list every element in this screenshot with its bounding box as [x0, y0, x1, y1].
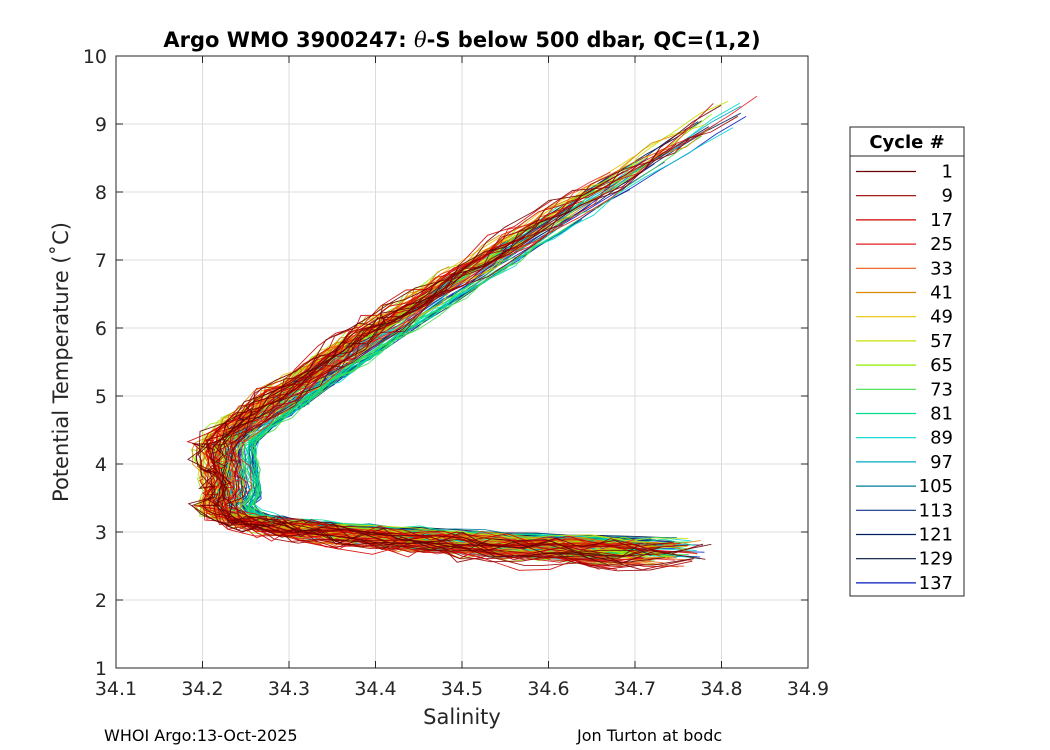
y-tick-label: 9 [95, 114, 107, 136]
legend-label: 25 [930, 234, 953, 255]
profile-line [212, 236, 693, 572]
legend-label: 1 [942, 162, 953, 183]
legend-label: 113 [919, 500, 953, 521]
y-tick-label: 3 [95, 522, 107, 544]
legend-label: 137 [919, 573, 953, 594]
x-tick-label: 34.6 [527, 678, 569, 700]
x-tick-label: 34.8 [700, 678, 742, 700]
profile-line [228, 115, 739, 555]
legend-label: 73 [930, 379, 953, 400]
y-tick-label: 7 [95, 250, 107, 272]
legend-label: 89 [930, 428, 953, 449]
profile-line [227, 224, 646, 570]
theta-symbol: θ [414, 28, 427, 52]
y-tick-label: 10 [83, 46, 107, 68]
x-tick-label: 34.4 [354, 678, 396, 700]
legend-label: 57 [930, 331, 953, 352]
legend-label: 121 [919, 525, 953, 546]
y-axis-label: Potential Temperature (˚C) [49, 222, 73, 502]
y-tick-label: 5 [95, 386, 107, 408]
legend-label: 65 [930, 355, 953, 376]
legend-label: 97 [930, 452, 953, 473]
title-prefix: Argo WMO 3900247: [163, 28, 414, 52]
y-tick-label: 4 [95, 454, 107, 476]
x-tick-label: 34.3 [268, 678, 310, 700]
profile-line [219, 171, 652, 556]
y-tick-label: 1 [95, 658, 107, 680]
profile-line [192, 405, 661, 559]
legend: Cycle # 1 9 17 25 33 41 49 57 65 73 81 89 97 105 113 12… [849, 126, 965, 597]
x-axis-label: Salinity [423, 705, 501, 729]
legend-entries: 1 9 17 25 33 41 49 57 65 73 81 89 97 105 113 121 129 137 [856, 162, 953, 594]
profile-lines [186, 95, 758, 572]
profile-line [186, 302, 600, 571]
legend-label: 9 [942, 186, 953, 207]
x-tick-label: 34.7 [614, 678, 656, 700]
x-tick-label: 34.1 [95, 678, 137, 700]
x-tick-label: 34.9 [787, 678, 829, 700]
legend-label: 17 [930, 210, 953, 231]
legend-label: 105 [919, 476, 953, 497]
y-tick-labels: 1 2 3 4 5 6 7 8 9 10 [83, 46, 107, 680]
footer-right: Jon Turton at bodc [577, 726, 723, 745]
profile-line [191, 271, 693, 566]
y-tick-label: 8 [95, 182, 107, 204]
legend-label: 81 [930, 404, 953, 425]
legend-label: 41 [930, 283, 953, 304]
profile-line [209, 223, 676, 561]
profile-line [220, 217, 640, 557]
chart-title: Argo WMO 3900247: θ-S below 500 dbar, QC… [163, 28, 760, 52]
title-suffix: -S below 500 dbar, QC=(1,2) [427, 28, 761, 52]
legend-label: 49 [930, 307, 953, 328]
x-tick-label: 34.2 [181, 678, 223, 700]
x-tick-label: 34.5 [441, 678, 483, 700]
legend-label: 33 [930, 258, 953, 279]
legend-title: Cycle # [869, 132, 944, 153]
legend-label: 129 [919, 549, 953, 570]
profile-line [221, 104, 722, 554]
profile-line [213, 143, 677, 566]
x-tick-labels: 34.1 34.2 34.3 34.4 34.5 34.6 34.7 34.8 34.9 [95, 678, 829, 700]
y-tick-label: 2 [95, 590, 107, 612]
legend-box [849, 126, 965, 597]
axis-ticks [115, 55, 809, 669]
profile-line [187, 194, 712, 557]
profile-line [230, 95, 758, 562]
footer-left: WHOI Argo:13-Oct-2025 [104, 726, 298, 745]
y-tick-label: 6 [95, 318, 107, 340]
